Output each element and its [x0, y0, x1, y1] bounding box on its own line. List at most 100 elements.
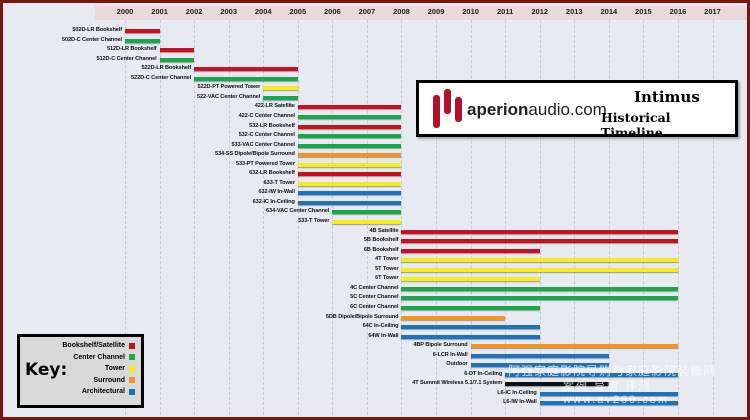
timeline-bar: [297, 114, 402, 119]
timeline-bar: [125, 38, 160, 43]
gridline: [125, 20, 126, 417]
product-label: L6-IC In-Ceiling: [497, 389, 537, 396]
timeline-bar: [297, 153, 402, 158]
legend-swatch: [129, 365, 135, 372]
product-label: Outdoor: [446, 361, 468, 368]
timeline-bar: [401, 305, 540, 310]
timeline-bar: [194, 67, 298, 72]
product-label: 4C Center Channel: [350, 284, 399, 291]
product-label: 6-LCR In-Wall: [432, 351, 468, 358]
year-tick-label: 2003: [220, 7, 238, 16]
timeline-bar: [401, 258, 678, 263]
product-label: 522D-C Center Channel: [131, 74, 192, 81]
logo-mark-bar: [455, 97, 462, 122]
gridline: [436, 20, 438, 417]
timeline-bar: [297, 191, 402, 196]
product-label: 502D-LR Bookshelf: [72, 27, 122, 33]
year-tick-label: 2014: [600, 7, 618, 16]
timeline-bar: [297, 181, 402, 186]
timeline-bar: [539, 401, 678, 406]
gridline: [574, 20, 576, 417]
gridline: [470, 20, 472, 417]
product-label: 632-IC In-Ceiling: [252, 198, 295, 205]
year-tick-label: 2013: [565, 7, 583, 16]
timeline-bar: [505, 382, 609, 387]
product-label: 6-DT In-Ceiling: [464, 370, 503, 377]
product-label: 522-VAC Center Channel: [196, 93, 261, 100]
watermark: 阿强家庭影院导购与家庭影院装修网: [508, 364, 717, 378]
product-label: 533-PT Powered Tower: [235, 160, 295, 167]
timeline-bar: [401, 296, 678, 301]
product-label: 534-SS Dipole/Bipole Surround: [215, 151, 295, 158]
timeline-bar: [470, 344, 678, 349]
product-label: 6T Tower: [375, 275, 399, 282]
product-label: 6B Bookshelf: [363, 246, 399, 253]
legend: Key: Bookshelf/Satellite Center Channel To…: [17, 334, 144, 408]
product-label: 4T Tower: [375, 256, 399, 263]
product-label: L6-IW In-Wall: [503, 399, 537, 406]
year-tick-label: 2007: [358, 7, 376, 16]
gridline: [159, 20, 161, 417]
year-tick-label: 2001: [151, 7, 168, 16]
legend-label: Architectural: [81, 388, 125, 395]
timeline-bar: [401, 239, 678, 244]
product-label: 522D-PT Powered Tower: [197, 84, 261, 91]
product-label: 5B Bookshelf: [363, 237, 399, 244]
year-tick-label: 2006: [324, 7, 341, 16]
year-tick-label: 2015: [635, 7, 652, 16]
product-label: 502D-C Center Channel: [61, 36, 122, 43]
timeline-bar: [401, 267, 678, 272]
brand-logo-text: aperionaudio.com: [467, 100, 607, 119]
timeline-bar: [401, 286, 678, 291]
timeline-bar: [125, 29, 160, 33]
gridline: [297, 20, 299, 417]
year-tick-label: 2000: [116, 7, 134, 16]
legend-swatch: [129, 377, 135, 383]
product-label: 4BP Bipole Surround: [413, 342, 468, 349]
legend-item: Bookshelf/Satellite: [62, 342, 135, 349]
legend-label: Surround: [93, 376, 126, 384]
timeline-bar: [401, 229, 678, 234]
product-label: 512D-LR Bookshelf: [106, 46, 157, 53]
product-label: 5C Center Channel: [350, 294, 399, 301]
timeline-bar: [470, 353, 609, 358]
year-tick-label: 2010: [462, 7, 479, 16]
timeline-bar: [297, 105, 402, 110]
product-label: 4T Summit Wireless 5.1/7.1 System: [412, 380, 503, 387]
legend-item: Center Channel: [73, 354, 135, 361]
timeline-bar: [401, 248, 540, 253]
product-label: 5T Tower: [375, 265, 399, 272]
product-label: 5DB Dipole/Bipole Surround: [325, 313, 399, 320]
product-label: 512D-C Center Channel: [96, 55, 157, 62]
product-label: 532-C Center Channel: [238, 132, 295, 139]
timeline-bar: [194, 76, 298, 81]
timeline-bar: [401, 334, 540, 339]
legend-item: Tower: [105, 365, 135, 372]
logo-mark-bar: [444, 89, 451, 114]
product-label: 533-VAC Center Channel: [231, 141, 295, 148]
timeline-bar: [297, 124, 402, 129]
legend-title: Key:: [25, 360, 68, 380]
timeline-bar: [470, 363, 609, 368]
product-label: 632-IW In-Wall: [258, 189, 295, 196]
timeline-bar: [401, 315, 506, 320]
gridline: [505, 20, 507, 417]
chart-subtitle: Historical Timeline: [601, 110, 671, 140]
year-tick-label: 2017: [704, 7, 721, 16]
year-header: [95, 6, 747, 20]
gridline: [194, 20, 196, 417]
product-label: 64C In-Ceiling: [362, 323, 399, 330]
gridline: [366, 20, 368, 417]
legend-swatch: [129, 388, 135, 395]
gridline: [677, 20, 679, 417]
product-label: 633-T Tower: [263, 179, 295, 186]
timeline-bar: [263, 95, 298, 100]
year-tick-label: 2011: [497, 7, 514, 16]
product-label: 422-C Center Channel: [238, 112, 295, 119]
timeline-bar: [297, 200, 402, 205]
timeline-bar: [332, 220, 402, 224]
gridline: [643, 20, 645, 417]
product-label: 6C Center Channel: [350, 303, 399, 310]
legend-swatch: [129, 354, 135, 360]
